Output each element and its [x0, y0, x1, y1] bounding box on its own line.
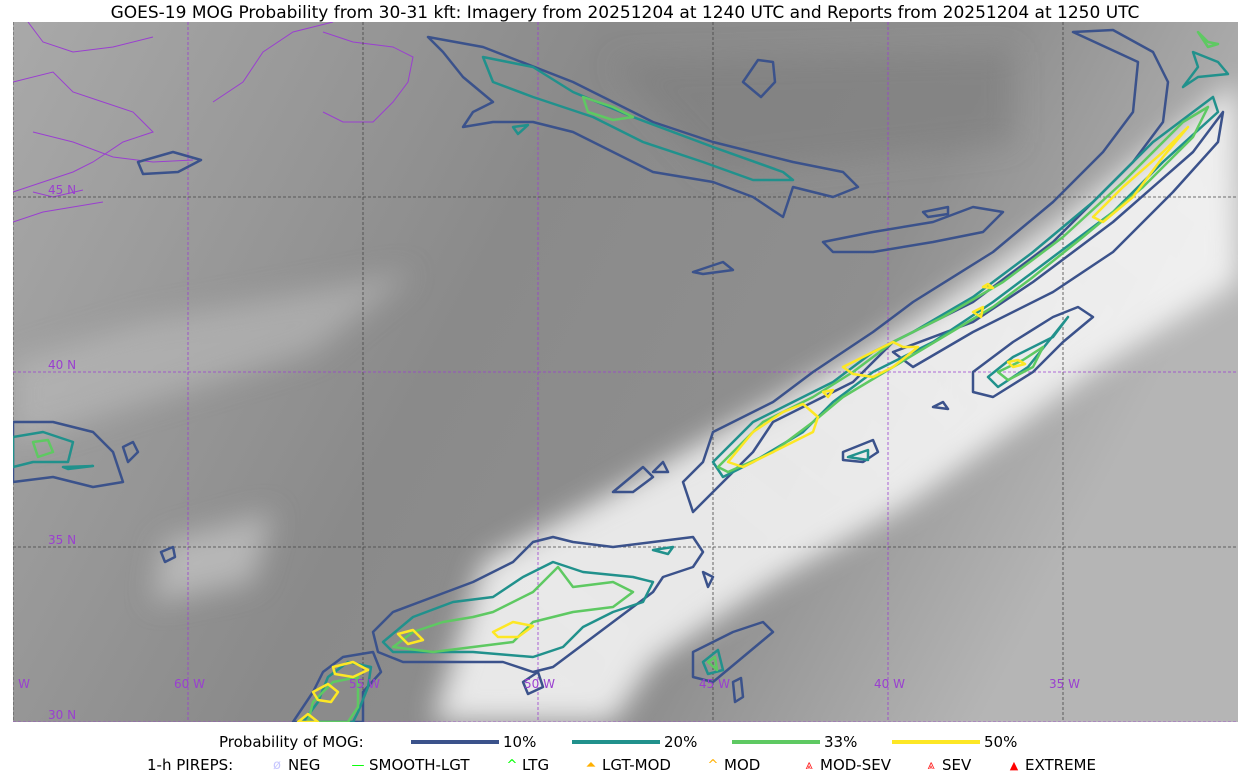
latitude-label: 40 N: [48, 358, 76, 372]
legend-item-20pct: 20%: [572, 733, 697, 751]
contour-33pct: [31, 30, 1220, 722]
longitude-label: 60 W: [174, 677, 205, 691]
chart-title: GOES-19 MOG Probability from 30-31 kft: …: [110, 3, 1140, 23]
caret-bar-icon: ⏶: [585, 757, 597, 773]
legend-label: MOD: [724, 756, 761, 774]
legend-item-50pct: 50%: [892, 733, 1017, 751]
filled-triangle-icon: ▲: [1009, 758, 1019, 772]
legend-item-sev: ⩓ SEV: [920, 756, 971, 774]
pireps-legend-title: 1-h PIREPS:: [147, 756, 234, 774]
latitude-label: 45 N: [48, 183, 76, 197]
legend-label: 10%: [503, 733, 537, 751]
swatch-10pct: [411, 740, 499, 744]
latitude-label: 35 N: [48, 533, 76, 547]
legend-item-neg: ø NEG: [266, 756, 320, 774]
legend-label: 33%: [824, 733, 858, 751]
legend-item-extreme: ▲ EXTREME: [1003, 756, 1096, 774]
caret-icon: ^: [506, 757, 518, 773]
satellite-map: 65 W 60 W 55 W 50 W 45 W 40 W 35 W 45 N 40 N 35 N…: [13, 22, 1238, 722]
longitude-label: 55 W: [349, 677, 380, 691]
mog-contours: [13, 28, 1230, 722]
swatch-33pct: [732, 740, 820, 744]
longitude-label: 35 W: [1049, 677, 1080, 691]
legend-label: NEG: [288, 756, 321, 774]
legend-item-ltg: ^ LTG: [502, 756, 550, 774]
line-icon: —: [351, 757, 365, 773]
probability-legend-title: Probability of MOG:: [219, 733, 364, 751]
legend-item-smooth-lgt: — SMOOTH-LGT: [347, 756, 470, 774]
longitude-label: 40 W: [874, 677, 905, 691]
legend-item-33pct: 33%: [732, 733, 857, 751]
contour-50pct: [296, 125, 1190, 722]
double-caret-icon: ⩓: [927, 757, 935, 773]
legend-label: 20%: [664, 733, 698, 751]
legend-label: SEV: [942, 756, 972, 774]
double-caret-bar-icon: ⩓: [805, 757, 813, 773]
legend-label: LGT-MOD: [602, 756, 671, 774]
legend-label: EXTREME: [1025, 756, 1096, 774]
coastlines: [13, 22, 414, 223]
swatch-50pct: [892, 740, 980, 744]
caret-icon: ^: [707, 757, 719, 773]
legend-label: 50%: [984, 733, 1018, 751]
legend-item-mod: ^ MOD: [702, 756, 761, 774]
neg-circle-icon: ø: [273, 757, 281, 773]
longitude-label: 50 W: [524, 677, 555, 691]
latitude-label: 30 N: [48, 708, 76, 722]
longitude-label: 45 W: [699, 677, 730, 691]
legend-label: LTG: [522, 756, 550, 774]
legend-item-mod-sev: ⩓ MOD-SEV: [798, 756, 891, 774]
legend-item-10pct: 10%: [411, 733, 536, 751]
legend-label: SMOOTH-LGT: [369, 756, 470, 774]
longitude-label: 65 W: [13, 677, 30, 691]
swatch-20pct: [572, 740, 660, 744]
legend-label: MOD-SEV: [820, 756, 891, 774]
grid-labels: 65 W 60 W 55 W 50 W 45 W 40 W 35 W 45 N 40 N 35 N…: [13, 183, 1080, 722]
legend-item-lgt-mod: ⏶ LGT-MOD: [580, 756, 671, 774]
